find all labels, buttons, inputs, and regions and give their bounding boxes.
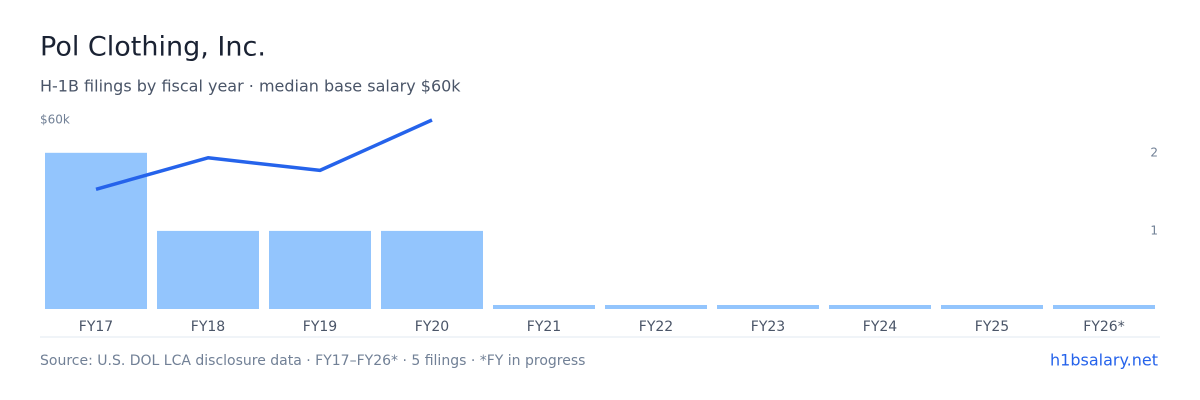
bar-track bbox=[829, 305, 931, 309]
x-tick-label: FY21 bbox=[527, 319, 561, 335]
chart-title: Pol Clothing, Inc. bbox=[40, 32, 266, 63]
bar bbox=[157, 230, 259, 309]
bar-track bbox=[941, 305, 1043, 309]
x-tick-label: FY22 bbox=[639, 319, 673, 335]
x-tick-label: FY18 bbox=[191, 319, 225, 335]
bar bbox=[45, 152, 147, 309]
x-tick-label: FY20 bbox=[415, 319, 449, 335]
x-tick-label: FY26* bbox=[1083, 319, 1124, 335]
x-tick-label: FY23 bbox=[751, 319, 785, 335]
bar-track bbox=[605, 305, 707, 309]
line bbox=[95, 118, 433, 191]
y-tick-label: $60k bbox=[40, 113, 70, 127]
bar bbox=[381, 230, 483, 309]
bar-track bbox=[1053, 305, 1155, 309]
source-note: Source: U.S. DOL LCA disclosure data · F… bbox=[40, 353, 585, 369]
y2-tick-label: 2 bbox=[1150, 145, 1158, 159]
x-tick-label: FY19 bbox=[303, 319, 337, 335]
x-tick-label: FY17 bbox=[79, 319, 113, 335]
site-link[interactable]: h1bsalary.net bbox=[1050, 351, 1158, 370]
x-tick-label: FY25 bbox=[975, 319, 1009, 335]
bar-track bbox=[493, 305, 595, 309]
chart-subtitle: H-1B filings by fiscal year · median bas… bbox=[40, 77, 461, 96]
bar bbox=[269, 230, 371, 309]
bar-track bbox=[717, 305, 819, 309]
x-tick-label: FY24 bbox=[863, 319, 898, 335]
y2-tick-label: 1 bbox=[1150, 223, 1158, 237]
